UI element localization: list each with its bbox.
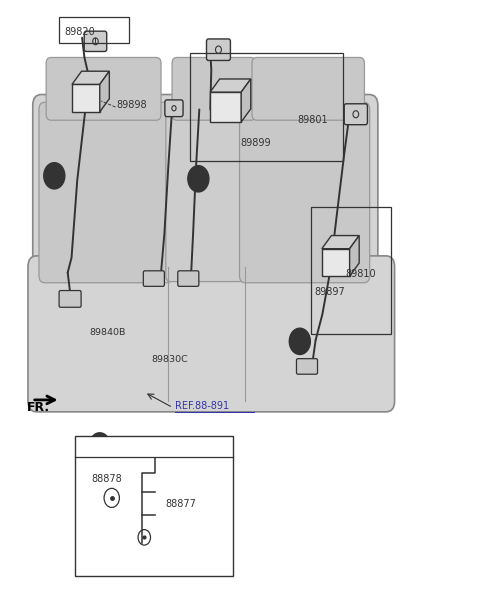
Polygon shape — [72, 71, 109, 84]
Polygon shape — [241, 79, 251, 122]
Text: FR.: FR. — [27, 401, 50, 413]
Text: 89897: 89897 — [314, 288, 345, 297]
FancyBboxPatch shape — [206, 39, 230, 60]
Text: 89840B: 89840B — [89, 328, 126, 337]
Text: REF.88-891: REF.88-891 — [175, 401, 229, 411]
FancyBboxPatch shape — [240, 102, 370, 283]
FancyBboxPatch shape — [344, 104, 367, 125]
FancyBboxPatch shape — [59, 291, 81, 307]
FancyBboxPatch shape — [178, 271, 199, 286]
Text: 89898: 89898 — [117, 100, 147, 110]
Text: 88878: 88878 — [92, 474, 122, 484]
FancyBboxPatch shape — [165, 100, 183, 117]
Text: a: a — [196, 175, 201, 184]
Text: a: a — [97, 442, 103, 451]
Text: 89801: 89801 — [298, 115, 328, 125]
Polygon shape — [210, 79, 251, 92]
Text: 89830C: 89830C — [152, 355, 188, 364]
Circle shape — [89, 432, 110, 459]
Text: 89899: 89899 — [240, 138, 271, 148]
Polygon shape — [322, 235, 359, 249]
Text: 89810: 89810 — [345, 270, 376, 279]
FancyBboxPatch shape — [144, 271, 164, 286]
FancyBboxPatch shape — [252, 58, 364, 120]
Text: 89820: 89820 — [64, 27, 95, 37]
FancyBboxPatch shape — [84, 31, 107, 52]
FancyBboxPatch shape — [28, 256, 395, 412]
Polygon shape — [75, 435, 233, 576]
Polygon shape — [100, 71, 109, 112]
Polygon shape — [72, 84, 100, 112]
FancyBboxPatch shape — [46, 58, 161, 120]
Circle shape — [44, 163, 65, 189]
Text: a: a — [297, 337, 302, 346]
FancyBboxPatch shape — [297, 359, 318, 374]
Polygon shape — [210, 92, 241, 122]
Polygon shape — [349, 235, 359, 276]
Text: a: a — [51, 172, 57, 181]
Circle shape — [188, 166, 209, 192]
FancyBboxPatch shape — [33, 95, 378, 295]
FancyBboxPatch shape — [166, 104, 246, 282]
Polygon shape — [322, 249, 349, 276]
Text: 88877: 88877 — [166, 500, 197, 510]
FancyBboxPatch shape — [172, 58, 256, 120]
Circle shape — [289, 328, 311, 355]
FancyBboxPatch shape — [39, 102, 172, 283]
